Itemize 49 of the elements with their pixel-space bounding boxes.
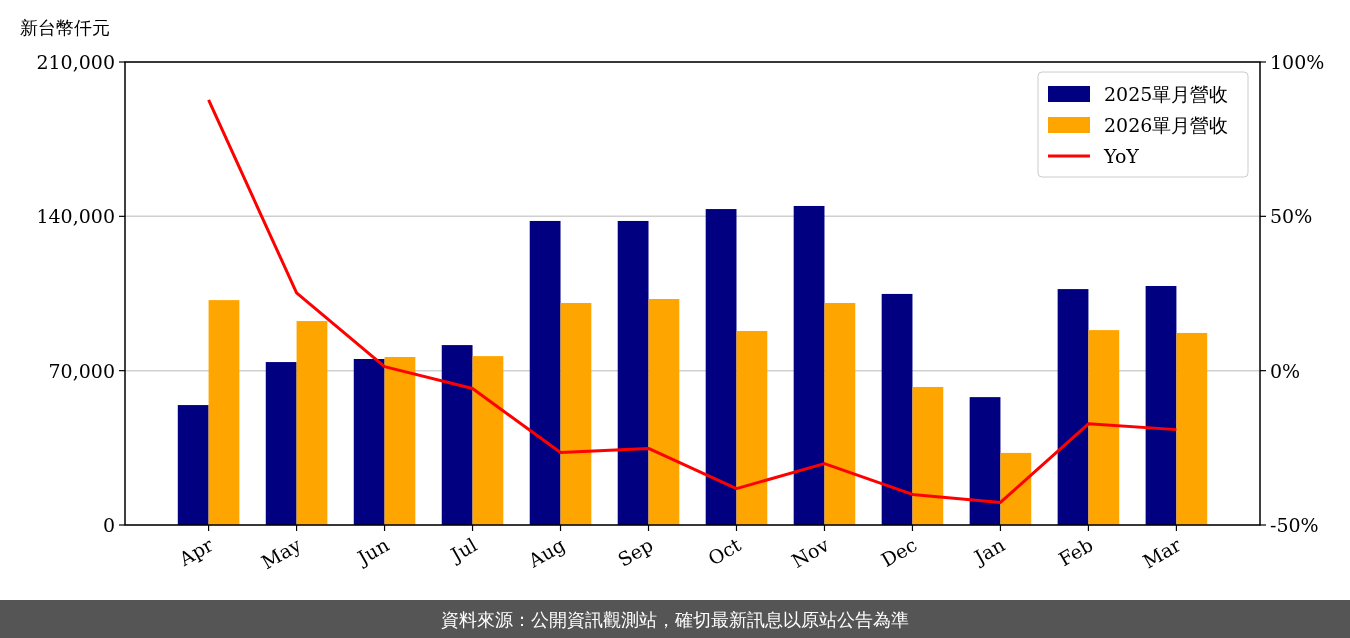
y-tick-label: 210,000 [36,51,115,73]
y-tick-label: 140,000 [36,205,115,228]
y2-tick-label: -50% [1270,514,1319,536]
bar [384,357,416,525]
y2-tick-label: 100% [1270,51,1325,73]
bar [1000,452,1032,525]
x-tick-label: Dec [877,533,921,572]
bar [912,386,944,525]
bar [736,330,768,525]
x-tick-label: Nov [787,533,833,572]
x-tick-label: Jun [352,533,393,570]
bar [1057,289,1089,525]
bar [265,362,297,525]
x-tick-label: Mar [1138,532,1186,573]
bar [296,321,328,525]
bar [881,293,913,525]
bar [824,302,856,525]
bar [1176,332,1208,525]
x-tick-label: Jan [968,533,1009,570]
bar [560,302,592,525]
y2-tick-label: 50% [1270,205,1313,228]
legend-label: YoY [1103,145,1140,167]
x-tick-label: Oct [704,533,745,570]
bar [617,220,649,525]
x-tick-label: Apr [174,532,218,571]
x-tick-label: Aug [523,533,569,573]
bar [353,358,385,525]
x-tick-label: Sep [613,533,657,571]
x-tick-label: Jul [445,533,481,567]
bar [793,205,825,525]
bar [1145,286,1177,525]
bar [177,405,209,525]
bar [705,209,737,525]
legend-label: 2025單月營收 [1104,83,1229,105]
x-tick-label: May [257,533,305,574]
y-axis-title: 新台幣仟元 [20,17,110,38]
bar [648,299,680,525]
y2-tick-label: 0% [1270,359,1301,382]
x-tick-label: Feb [1054,533,1097,571]
bar [529,220,561,525]
source-note: 資料來源：公開資訊觀測站，確切最新訊息以原站公告為準 [441,609,909,630]
bar [441,345,473,525]
bar [208,300,240,525]
bar [1088,330,1120,525]
legend-label: 2026單月營收 [1104,114,1229,136]
bar [969,397,1001,525]
y-tick-label: 70,000 [48,359,115,382]
y-tick-label: 0 [102,514,115,536]
bar [472,356,504,525]
